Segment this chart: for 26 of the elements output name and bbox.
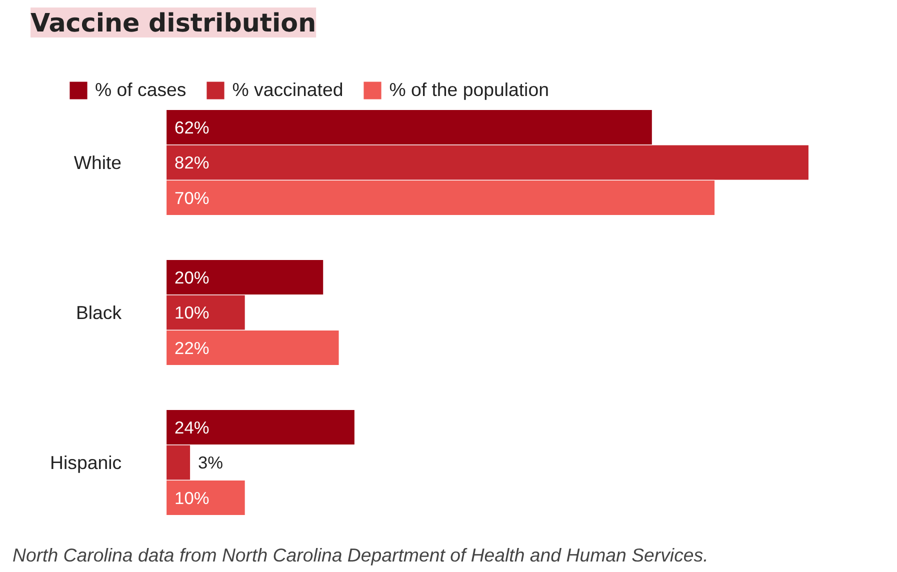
bar bbox=[166, 295, 245, 330]
text: North Carolina data from North Carolina Department of Health and Human Services. bbox=[12, 544, 708, 566]
data-label: 24% bbox=[174, 417, 210, 438]
y-tick-label: Black bbox=[76, 302, 122, 323]
data-label: 70% bbox=[174, 188, 210, 208]
data-label: 3% bbox=[198, 452, 224, 472]
legend-label: % of the population bbox=[389, 79, 549, 101]
bar bbox=[166, 180, 715, 215]
bar bbox=[166, 110, 652, 144]
y-tick-label: Hispanic bbox=[50, 452, 122, 473]
data-label: 10% bbox=[174, 488, 210, 508]
bar bbox=[166, 410, 354, 444]
data-label: 10% bbox=[174, 302, 210, 322]
chart-title: Vaccine distribution bbox=[30, 8, 316, 38]
data-label: 82% bbox=[174, 152, 210, 172]
bar bbox=[166, 480, 245, 515]
bar bbox=[166, 260, 324, 294]
data-label: 22% bbox=[174, 338, 210, 358]
y-tick-label: White bbox=[74, 152, 122, 173]
bar bbox=[166, 445, 190, 480]
bar bbox=[166, 330, 339, 365]
legend-label: % vaccinated bbox=[232, 79, 344, 101]
data-label: 62% bbox=[174, 117, 210, 138]
legend-label: % of cases bbox=[95, 79, 186, 101]
data-label: 20% bbox=[174, 267, 210, 288]
bar bbox=[166, 145, 808, 180]
